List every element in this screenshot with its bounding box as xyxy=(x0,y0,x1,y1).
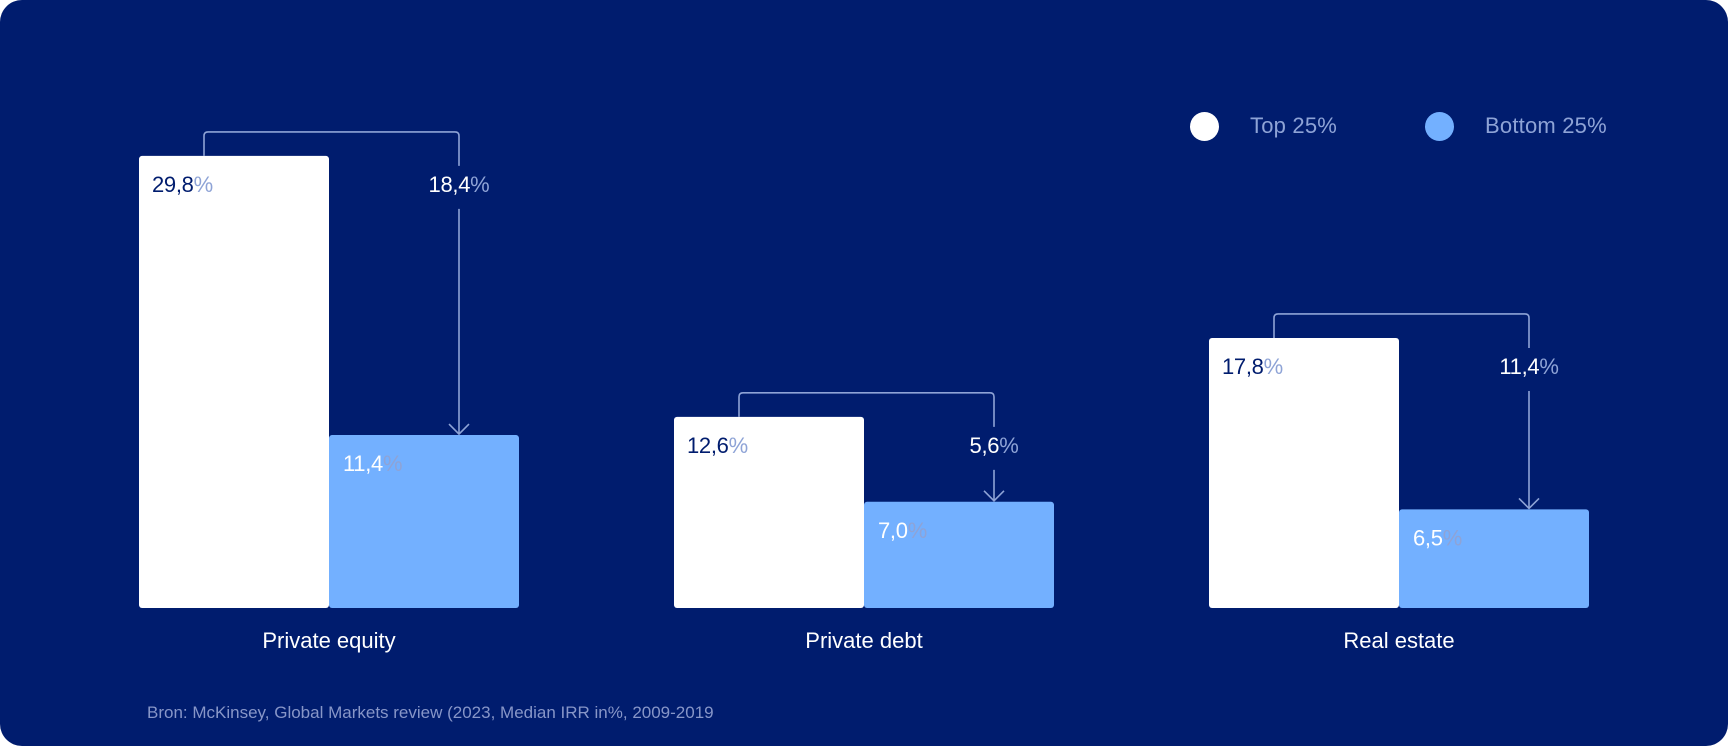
bar-top-25 xyxy=(139,155,329,608)
difference-label: 11,4% xyxy=(1499,354,1558,379)
difference-bracket xyxy=(738,392,995,427)
legend-item-top: Top 25% xyxy=(1190,111,1338,141)
difference-arrow-head xyxy=(448,423,470,436)
difference-label: 18,4% xyxy=(429,172,490,197)
bar-bottom-25 xyxy=(1399,509,1589,608)
value-label-top: 12,6% xyxy=(687,433,748,458)
bar-top-25 xyxy=(1209,337,1399,608)
value-label-top: 29,8% xyxy=(152,172,213,197)
legend-swatch-bottom xyxy=(1425,111,1455,141)
source-note: Bron: McKinsey, Global Markets review (2… xyxy=(147,703,714,722)
legend-label-bottom: Bottom 25% xyxy=(1485,113,1607,138)
difference-arrow-head xyxy=(983,490,1005,502)
value-label-top: 17,8% xyxy=(1222,354,1283,379)
category-label: Private debt xyxy=(805,628,922,653)
value-label-bottom: 6,5% xyxy=(1413,525,1462,550)
category-label: Real estate xyxy=(1343,628,1454,653)
legend-swatch-top xyxy=(1190,111,1219,141)
bar-top-25 xyxy=(674,416,864,608)
difference-arrow-head xyxy=(1518,497,1540,510)
value-label-bottom: 11,4% xyxy=(343,451,402,476)
difference-label: 5,6% xyxy=(970,433,1019,458)
bar-bottom-25 xyxy=(329,435,519,608)
legend-item-bottom: Bottom 25% xyxy=(1425,111,1607,141)
difference-bracket xyxy=(1273,313,1530,348)
legend: Top 25% Bottom 25% xyxy=(1190,108,1607,144)
value-label-bottom: 7,0% xyxy=(878,518,927,543)
category-label: Private equity xyxy=(262,628,395,653)
legend-label-top: Top 25% xyxy=(1250,113,1338,138)
difference-bracket xyxy=(203,131,460,166)
bar-bottom-25 xyxy=(864,501,1054,608)
